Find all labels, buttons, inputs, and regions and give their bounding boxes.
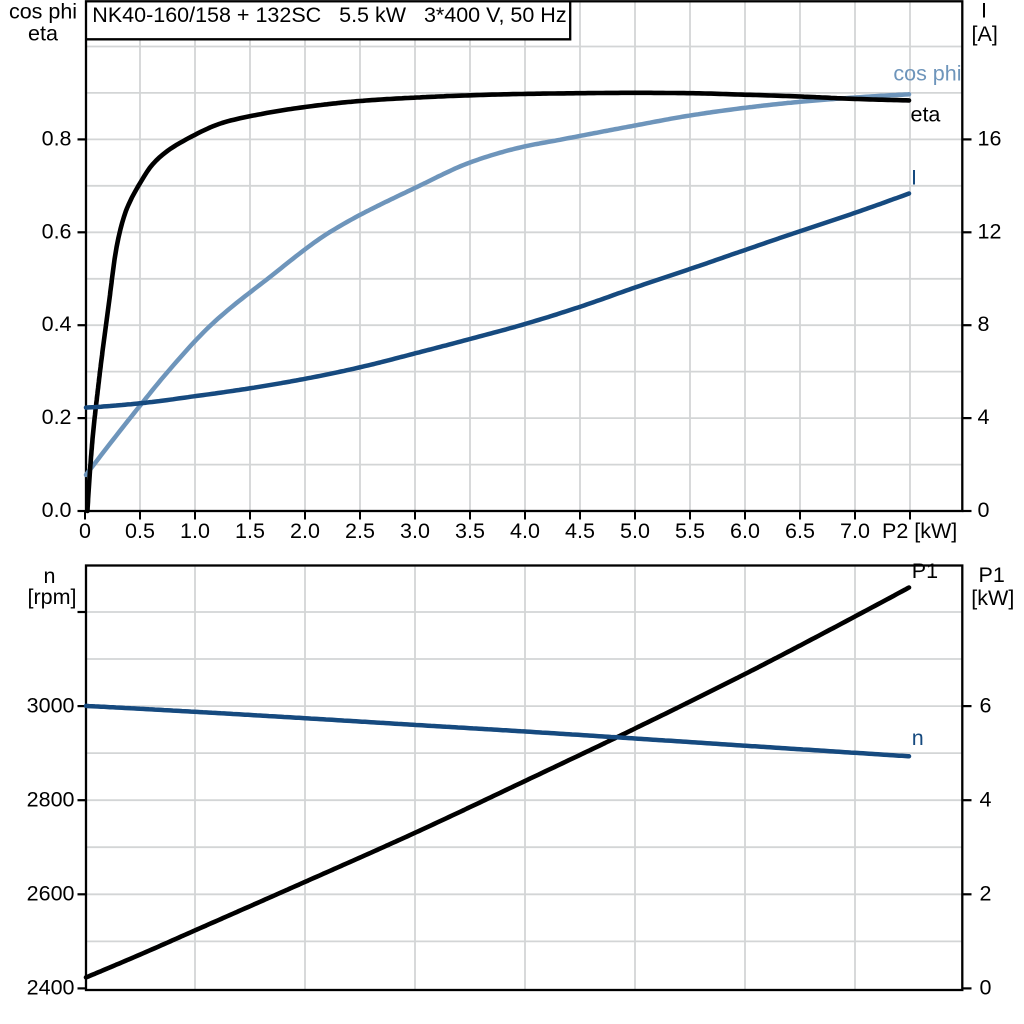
- svg-text:12: 12: [978, 219, 1002, 243]
- svg-text:2400: 2400: [27, 976, 75, 1000]
- svg-text:P2 [kW]: P2 [kW]: [882, 519, 957, 543]
- svg-text:2: 2: [980, 882, 992, 906]
- svg-text:[kW]: [kW]: [971, 586, 1014, 610]
- svg-text:7.0: 7.0: [840, 519, 870, 543]
- svg-text:6.5: 6.5: [785, 519, 815, 543]
- svg-text:NK40-160/158 + 132SC 5.5 kW: NK40-160/158 + 132SC 5.5 kW 3*400 V, 50 …: [92, 3, 566, 27]
- svg-text:I: I: [981, 0, 987, 23]
- svg-text:8: 8: [978, 312, 990, 336]
- svg-text:eta: eta: [28, 22, 58, 46]
- svg-text:cos phi: cos phi: [9, 0, 77, 24]
- svg-text:3.5: 3.5: [455, 519, 485, 543]
- svg-text:5.0: 5.0: [620, 519, 650, 543]
- svg-text:0.0: 0.0: [42, 498, 72, 522]
- svg-text:4: 4: [980, 787, 992, 811]
- svg-text:n: n: [912, 726, 924, 750]
- svg-text:2600: 2600: [27, 882, 75, 906]
- svg-text:0.6: 0.6: [42, 219, 72, 243]
- svg-text:I: I: [911, 166, 917, 190]
- svg-text:P1: P1: [979, 563, 1005, 587]
- svg-text:1.5: 1.5: [235, 519, 265, 543]
- svg-text:0: 0: [980, 976, 992, 1000]
- svg-text:2.0: 2.0: [290, 519, 320, 543]
- svg-text:0.5: 0.5: [125, 519, 155, 543]
- svg-text:4.0: 4.0: [510, 519, 540, 543]
- svg-text:16: 16: [978, 126, 1002, 150]
- svg-text:eta: eta: [911, 103, 941, 127]
- svg-text:n: n: [44, 564, 56, 588]
- svg-text:6.0: 6.0: [730, 519, 760, 543]
- svg-text:1.0: 1.0: [180, 519, 210, 543]
- svg-text:3000: 3000: [27, 693, 75, 717]
- svg-text:0: 0: [978, 498, 990, 522]
- svg-text:2.5: 2.5: [345, 519, 375, 543]
- svg-text:0: 0: [79, 519, 91, 543]
- svg-text:[rpm]: [rpm]: [28, 585, 77, 609]
- svg-text:5.5: 5.5: [675, 519, 705, 543]
- svg-text:cos phi: cos phi: [893, 62, 961, 86]
- svg-text:P1: P1: [912, 559, 938, 583]
- svg-text:3.0: 3.0: [400, 519, 430, 543]
- svg-text:[A]: [A]: [972, 22, 998, 46]
- svg-text:2800: 2800: [27, 787, 75, 811]
- svg-text:0.4: 0.4: [42, 312, 72, 336]
- svg-text:4: 4: [978, 405, 990, 429]
- svg-text:0.2: 0.2: [42, 405, 72, 429]
- svg-text:6: 6: [980, 693, 992, 717]
- svg-text:0.8: 0.8: [42, 126, 72, 150]
- svg-text:4.5: 4.5: [565, 519, 595, 543]
